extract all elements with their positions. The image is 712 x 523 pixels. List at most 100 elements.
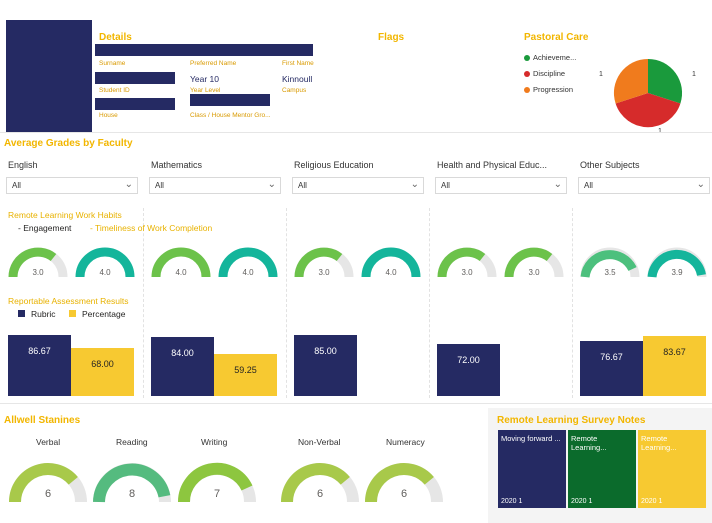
pastoral-title: Pastoral Care [524, 32, 589, 43]
rubric-bar-health[interactable]: 72.00 [437, 344, 500, 396]
column-separator [143, 208, 144, 398]
religious-education-filter[interactable]: All ⌄ [292, 177, 424, 194]
details-title: Details [99, 32, 132, 43]
survey-tile[interactable]: Moving forward ... 2020 1 [498, 430, 566, 508]
engagement-value: 3.0 [32, 268, 44, 277]
stanine-value: 8 [128, 488, 136, 500]
chevron-down-icon: ⌄ [410, 179, 419, 190]
stanine-gauge-nonverbal[interactable] [280, 460, 360, 504]
column-separator [429, 208, 430, 398]
discipline-dot [524, 71, 530, 78]
other-subjects-filter[interactable]: All ⌄ [578, 177, 710, 194]
assessment-title: Reportable Assessment Results [8, 296, 129, 306]
filter-value: All [584, 181, 593, 190]
legend-item-achievement[interactable]: Achieveme... [524, 50, 576, 66]
student-id-label: Student ID [99, 87, 130, 94]
health-pe-filter[interactable]: All ⌄ [435, 177, 567, 194]
top-divider [0, 132, 712, 133]
student-photo [6, 20, 92, 132]
bar-label: 83.67 [663, 347, 686, 357]
stanine-label-numeracy: Numeracy [386, 437, 425, 447]
year-level-label: Year Level [190, 87, 221, 94]
legend-label: Timeliness of Work Completion [95, 223, 213, 233]
stanine-value: 6 [400, 488, 408, 500]
achievement-dot [524, 55, 530, 62]
mathematics-filter[interactable]: All ⌄ [149, 177, 281, 194]
english-filter[interactable]: All ⌄ [6, 177, 138, 194]
health-pe-filter-label: Health and Physical Educ... [437, 160, 548, 170]
stanine-gauge-verbal[interactable] [8, 460, 88, 504]
percentage-swatch [69, 310, 76, 317]
chevron-down-icon: ⌄ [267, 179, 276, 190]
timeliness-gauge-english[interactable] [74, 246, 136, 280]
engagement-gauge-mathematics[interactable] [150, 246, 212, 280]
chevron-down-icon: ⌄ [553, 179, 562, 190]
stanine-label-writing: Writing [201, 437, 228, 447]
percentage-bar-mathematics[interactable]: 59.25 [214, 354, 277, 396]
pie-slice-progression[interactable] [613, 58, 648, 104]
bar-label: 76.67 [600, 352, 623, 362]
stanine-gauge-reading[interactable] [92, 460, 172, 504]
grades-title: Average Grades by Faculty [4, 138, 133, 149]
rubric-bar-mathematics[interactable]: 84.00 [151, 337, 214, 396]
house-redacted [95, 98, 175, 110]
habits-title: Remote Learning Work Habits [8, 210, 122, 220]
religious-education-filter-label: Religious Education [294, 160, 374, 170]
student-name-redacted [95, 44, 313, 56]
engagement-gauge-other[interactable] [579, 246, 641, 280]
pie-slice-achievement[interactable] [648, 58, 683, 104]
timeliness-gauge-other[interactable] [646, 246, 708, 280]
year-level-value: Year 10 [190, 74, 219, 84]
timeliness-gauge-religious[interactable] [360, 246, 422, 280]
survey-title: Remote Learning Survey Notes [497, 415, 646, 426]
class-redacted [190, 94, 270, 106]
progression-dot [524, 87, 530, 94]
pie-label-left: 1 [599, 71, 603, 78]
rubric-bar-english[interactable]: 86.67 [8, 335, 71, 396]
bar-label: 59.25 [234, 365, 257, 375]
timeliness-gauge-mathematics[interactable] [217, 246, 279, 280]
legend-label: Engagement [23, 223, 72, 233]
legend-label: Discipline [533, 69, 566, 78]
engagement-value: 4.0 [175, 268, 187, 277]
survey-tile[interactable]: Remote Learning... 2020 1 [638, 430, 706, 508]
pastoral-legend: Achieveme... Discipline Progression [524, 50, 576, 98]
habits-legend-timeliness: - Timeliness of Work Completion [90, 223, 213, 233]
bar-label: 86.67 [28, 346, 51, 356]
stanine-gauge-numeracy[interactable] [364, 460, 444, 504]
flags-title: Flags [378, 32, 405, 43]
legend-label: Percentage [82, 309, 126, 319]
bar-label: 84.00 [171, 348, 194, 358]
timeliness-value: 3.9 [671, 268, 683, 277]
campus-value: Kinnoull [282, 74, 313, 84]
stanine-label-reading: Reading [116, 437, 148, 447]
survey-tile[interactable]: Remote Learning... 2020 1 [568, 430, 636, 508]
engagement-gauge-english[interactable] [7, 246, 69, 280]
legend-item-discipline[interactable]: Discipline [524, 66, 576, 82]
legend-item-progression[interactable]: Progression [524, 82, 576, 98]
rubric-bar-other[interactable]: 76.67 [580, 341, 643, 396]
timeliness-value: 4.0 [99, 268, 111, 277]
filter-value: All [155, 181, 164, 190]
chevron-down-icon: ⌄ [124, 179, 133, 190]
column-separator [572, 208, 573, 398]
pie-label-right: 1 [692, 71, 696, 78]
engagement-value: 3.0 [461, 268, 473, 277]
percentage-bar-other[interactable]: 83.67 [643, 336, 706, 396]
assessment-legend-rubric: Rubric [18, 309, 56, 319]
filter-value: All [12, 181, 21, 190]
rubric-bar-religious[interactable]: 85.00 [294, 335, 357, 396]
english-filter-label: English [8, 160, 38, 170]
stanine-value: 6 [316, 488, 324, 500]
engagement-gauge-religious[interactable] [293, 246, 355, 280]
pastoral-pie-chart[interactable]: 1 1 1 [596, 52, 708, 136]
tile-footer: 2020 1 [571, 498, 593, 505]
timeliness-gauge-health[interactable] [503, 246, 565, 280]
bar-label: 72.00 [457, 355, 480, 365]
percentage-bar-english[interactable]: 68.00 [71, 348, 134, 396]
stanine-gauge-writing[interactable] [177, 460, 257, 504]
middle-divider [0, 403, 712, 404]
engagement-gauge-health[interactable] [436, 246, 498, 280]
engagement-value: 3.0 [318, 268, 330, 277]
pie-slice-discipline[interactable] [615, 93, 681, 128]
